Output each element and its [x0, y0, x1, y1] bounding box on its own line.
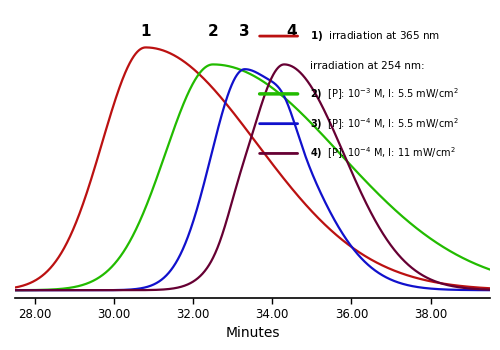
X-axis label: Minutes: Minutes	[225, 327, 280, 341]
Text: 1: 1	[140, 24, 151, 39]
Text: $\bf{2)}$  [P]: $10^{-3}$ M, I: 5.5 mW/cm$^2$: $\bf{2)}$ [P]: $10^{-3}$ M, I: 5.5 mW/cm…	[310, 86, 458, 102]
Text: $\bf{3)}$  [P]: $10^{-4}$ M, I: 5.5 mW/cm$^2$: $\bf{3)}$ [P]: $10^{-4}$ M, I: 5.5 mW/cm…	[310, 116, 458, 132]
Text: 2: 2	[208, 24, 218, 39]
Text: $\bf{1)}$  irradiation at 365 nm: $\bf{1)}$ irradiation at 365 nm	[310, 29, 440, 43]
Text: 4: 4	[287, 24, 298, 39]
Text: $\bf{4)}$  [P]: $10^{-4}$ M, I: 11 mW/cm$^2$: $\bf{4)}$ [P]: $10^{-4}$ M, I: 11 mW/cm$…	[310, 146, 455, 161]
Text: irradiation at 254 nm:: irradiation at 254 nm:	[310, 61, 424, 71]
Text: 3: 3	[240, 24, 250, 39]
